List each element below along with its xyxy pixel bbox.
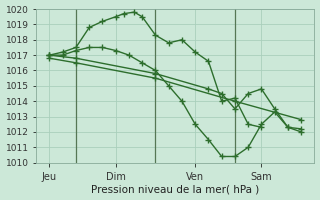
X-axis label: Pression niveau de la mer( hPa ): Pression niveau de la mer( hPa ) [91,184,260,194]
